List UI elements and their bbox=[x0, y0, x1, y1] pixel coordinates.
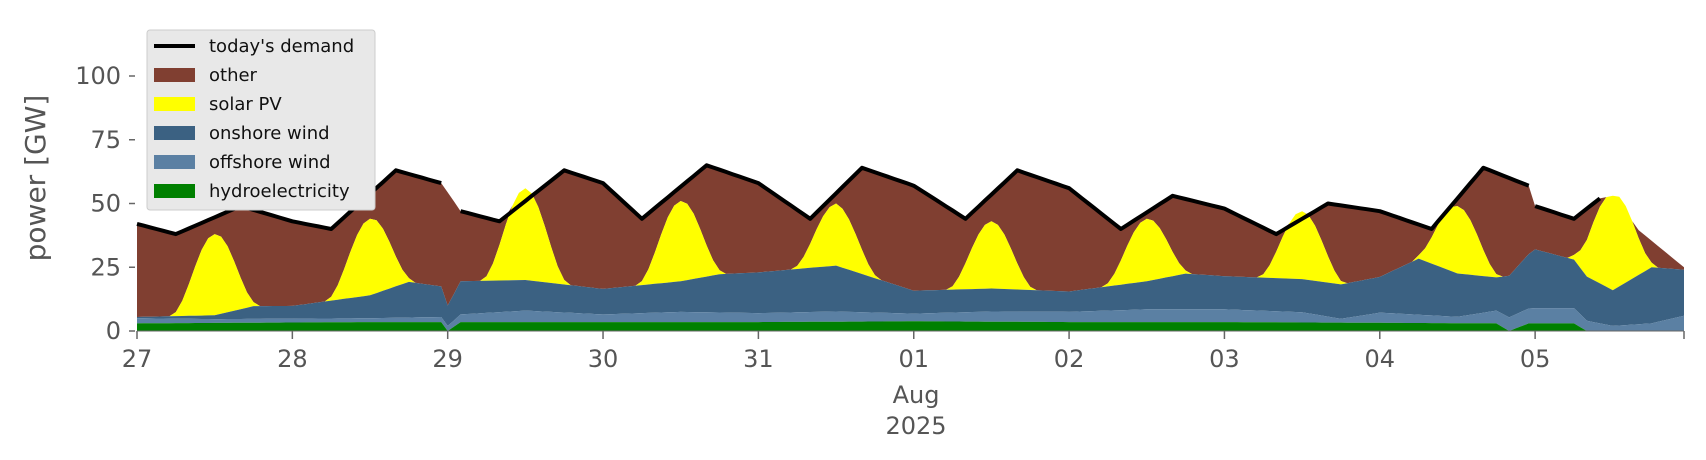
x-tick-label: 01 bbox=[898, 345, 929, 373]
legend-swatch-hydroelectricity bbox=[154, 184, 195, 198]
area-onshore-wind bbox=[137, 249, 1684, 326]
legend-swatch-offshore-wind bbox=[154, 155, 195, 169]
area-other bbox=[137, 165, 1684, 317]
demand-line-segment-1 bbox=[136, 168, 442, 237]
legend-label-onshore-wind: onshore wind bbox=[209, 123, 330, 144]
area-offshore-wind bbox=[137, 308, 1684, 331]
x-tick-label: 04 bbox=[1365, 345, 1396, 373]
legend-swatch-other bbox=[154, 68, 195, 82]
demand-line-group bbox=[136, 163, 1602, 237]
area-hydroelectricity bbox=[137, 321, 1684, 331]
x-tick-label: 31 bbox=[743, 345, 774, 373]
legend-label-today-s-demand: today's demand bbox=[209, 36, 354, 57]
y-tick-label: 75 bbox=[90, 126, 121, 154]
legend-swatch-solar-pv bbox=[154, 97, 195, 111]
legend-label-offshore-wind: offshore wind bbox=[209, 152, 331, 173]
y-tick-label: 50 bbox=[90, 190, 121, 218]
legend: today's demand other solar PV onshore wind o… bbox=[146, 29, 376, 211]
x-secondary-label-month: Aug bbox=[893, 381, 940, 409]
y-tick-label: 25 bbox=[90, 253, 121, 281]
x-secondary-label-year: 2025 bbox=[885, 412, 946, 440]
demand-line-segment-3 bbox=[1534, 196, 1602, 221]
x-tick-label: 05 bbox=[1520, 345, 1551, 373]
legend-label-solar-pv: solar PV bbox=[209, 94, 282, 115]
legend-label-hydroelectricity: hydroelectricity bbox=[209, 181, 350, 202]
x-tick-label: 02 bbox=[1054, 345, 1085, 373]
demand-line-segment-2 bbox=[460, 163, 1530, 237]
x-tick-label: 29 bbox=[432, 345, 463, 373]
x-axis: 27 28 29 30 31 01 02 03 04 05 bbox=[122, 330, 1685, 373]
y-tick-label: 100 bbox=[75, 62, 121, 90]
y-axis: 0 25 50 75 100 bbox=[75, 62, 135, 345]
y-tick-label: 0 bbox=[106, 317, 121, 345]
x-tick-label: 28 bbox=[277, 345, 308, 373]
x-tick-label: 30 bbox=[588, 345, 619, 373]
y-axis-title: power [GW] bbox=[19, 95, 52, 262]
legend-box bbox=[146, 29, 376, 211]
x-tick-label: 03 bbox=[1209, 345, 1240, 373]
legend-swatch-onshore-wind bbox=[154, 126, 195, 140]
x-tick-label: 27 bbox=[122, 345, 153, 373]
legend-label-other: other bbox=[209, 65, 258, 86]
